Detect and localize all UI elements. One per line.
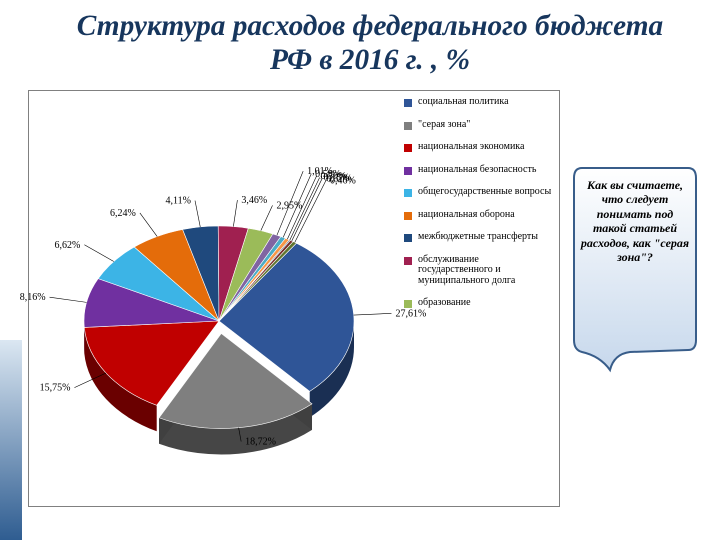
pie-data-label: 3,46% xyxy=(241,195,267,206)
label-leader xyxy=(84,245,113,262)
legend-label: социальная политика xyxy=(418,97,509,108)
legend-label: общегосударственные вопросы xyxy=(418,187,551,198)
legend-item: межбюджетные трансферты xyxy=(404,232,554,243)
legend-item: общегосударственные вопросы xyxy=(404,187,554,198)
pie-data-label: 15,75% xyxy=(40,383,71,394)
legend-item: национальная экономика xyxy=(404,142,554,153)
legend-label: образование xyxy=(418,298,471,309)
legend-swatch xyxy=(404,212,412,220)
legend-item: "серая зона" xyxy=(404,120,554,131)
label-leader xyxy=(354,313,392,315)
legend-item: социальная политика xyxy=(404,97,554,108)
legend-item: обслуживание государственного и муниципа… xyxy=(404,255,554,287)
slide-title: Структура расходов федерального бюджета … xyxy=(60,10,680,77)
chart-legend: социальная политика "серая зона" националь… xyxy=(404,97,554,321)
chart-container: 27,61%18,72%15,75%8,16%6,62%6,24%4,11%3,… xyxy=(28,90,560,507)
legend-swatch xyxy=(404,99,412,107)
legend-swatch xyxy=(404,234,412,242)
pie-data-label: 0,46% xyxy=(330,175,356,186)
pie-data-label: 6,24% xyxy=(110,208,136,219)
label-leader xyxy=(140,213,157,237)
pie-data-label: 8,16% xyxy=(20,292,46,303)
legend-label: обслуживание государственного и муниципа… xyxy=(418,255,554,287)
callout-text: Как вы считаете, что следует понимать по… xyxy=(580,178,690,264)
accent-stripe xyxy=(0,340,22,540)
legend-label: межбюджетные трансферты xyxy=(418,232,538,243)
legend-item: национальная безопасность xyxy=(404,165,554,176)
legend-swatch xyxy=(404,144,412,152)
legend-label: "серая зона" xyxy=(418,120,470,131)
pie-data-label: 18,72% xyxy=(245,437,276,448)
label-leader xyxy=(195,201,200,227)
pie-data-label: 6,62% xyxy=(55,240,81,251)
legend-swatch xyxy=(404,189,412,197)
slide: Структура расходов федерального бюджета … xyxy=(0,0,720,540)
legend-swatch xyxy=(404,257,412,265)
legend-label: национальная экономика xyxy=(418,142,524,153)
legend-item: национальная оборона xyxy=(404,210,554,221)
legend-item: образование xyxy=(404,298,554,309)
legend-label: национальная безопасность xyxy=(418,165,536,176)
legend-swatch xyxy=(404,167,412,175)
legend-swatch xyxy=(404,300,412,308)
pie-data-label: 4,11% xyxy=(166,196,191,207)
legend-label: национальная оборона xyxy=(418,210,515,221)
legend-swatch xyxy=(404,122,412,130)
pie-chart: 27,61%18,72%15,75%8,16%6,62%6,24%4,11%3,… xyxy=(49,161,389,501)
label-leader xyxy=(233,200,237,226)
label-leader xyxy=(50,297,87,302)
callout: Как вы считаете, что следует понимать по… xyxy=(570,160,700,370)
label-leader xyxy=(261,205,273,230)
